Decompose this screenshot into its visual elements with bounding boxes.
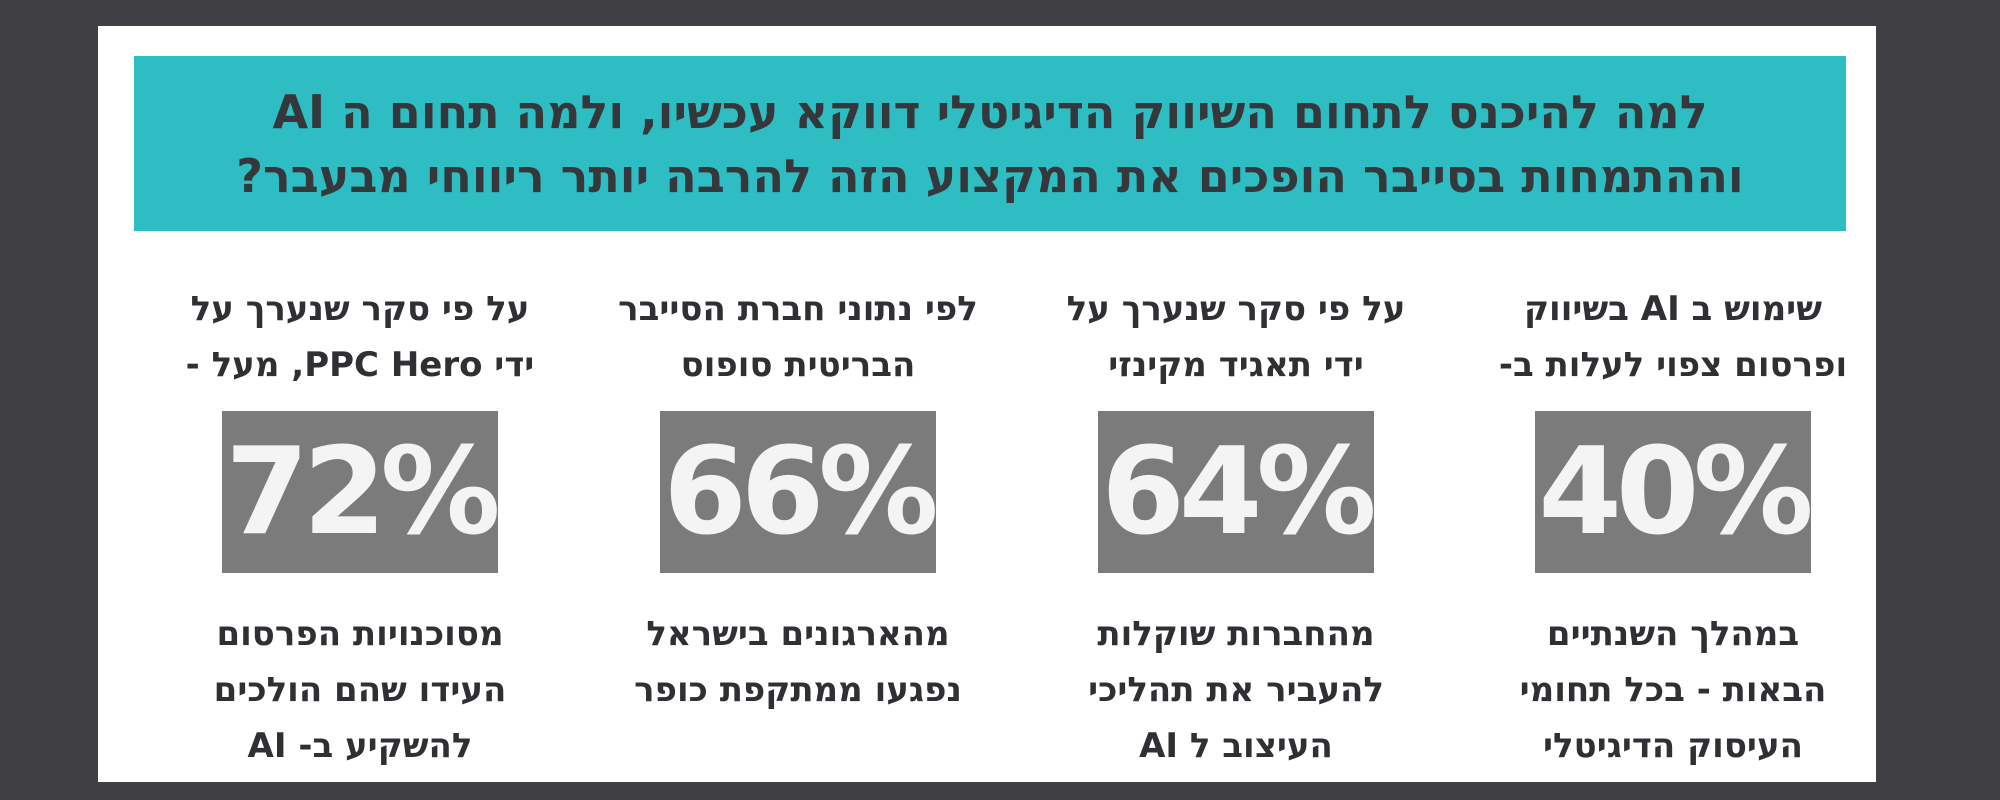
stat-column-40: שימוש ב AI בשיווק ופרסום צפוי לעלות ב- 4… [1473, 281, 1873, 781]
stat-intro: על פי סקר שנערך על ידי PPC Hero, מעל - [160, 281, 560, 393]
stat-description-line: העידו שהם הולכים [213, 670, 507, 710]
stat-description: במהלך השנתיים הבאות - בכל תחומי העיסוק ה… [1473, 606, 1873, 774]
stat-description-line: נפגעו ממתקפת כופר [634, 670, 962, 710]
stat-description: מהחברות שוקלות להעביר את תהליכי העיצוב ל… [1036, 606, 1436, 774]
stat-description-line: מסוכנויות הפרסום [216, 614, 504, 654]
stat-intro-line: ופרסום צפוי לעלות ב- [1498, 345, 1848, 385]
stat-description-line: הבאות - בכל תחומי [1519, 670, 1827, 710]
stat-description-line: מהחברות שוקלות [1097, 614, 1375, 654]
stat-value-box: 64% [1098, 411, 1377, 573]
stat-description: מהארגונים בישראל נפגעו ממתקפת כופר [598, 606, 998, 718]
stat-value-box: 72% [222, 411, 501, 573]
stat-intro-line: ידי PPC Hero, מעל - [185, 345, 535, 385]
stat-intro-line: על פי סקר שנערך על [190, 289, 530, 329]
stat-column-66: לפי נתוני חברת הסייבר הבריטית סופוס 66% … [598, 281, 998, 781]
headline-line-1: למה להיכנס לתחום השיווק הדיגיטלי דווקא ע… [272, 84, 1708, 139]
headline-banner: למה להיכנס לתחום השיווק הדיגיטלי דווקא ע… [134, 56, 1846, 231]
stat-description: מסוכנויות הפרסום העידו שהם הולכים להשקיע… [160, 606, 560, 774]
stat-intro: לפי נתוני חברת הסייבר הבריטית סופוס [598, 281, 998, 393]
stat-column-72: על פי סקר שנערך על ידי PPC Hero, מעל - 7… [160, 281, 560, 781]
stat-intro: על פי סקר שנערך על ידי תאגיד מקינזי [1036, 281, 1436, 393]
stat-description-line: העיסוק הדיגיטלי [1543, 726, 1803, 766]
stat-intro-line: לפי נתוני חברת הסייבר [618, 289, 978, 329]
stat-intro-line: שימוש ב AI בשיווק [1524, 289, 1822, 329]
stat-value-box: 66% [660, 411, 939, 573]
stat-intro-line: הבריטית סופוס [680, 345, 916, 385]
stat-intro: שימוש ב AI בשיווק ופרסום צפוי לעלות ב- [1473, 281, 1873, 393]
stat-description-line: במהלך השנתיים [1546, 614, 1800, 654]
stat-intro-line: ידי תאגיד מקינזי [1108, 345, 1364, 385]
stat-value: 64% [1101, 422, 1376, 562]
stat-value-box: 40% [1535, 411, 1814, 573]
stat-value: 72% [225, 422, 500, 562]
stat-intro-line: על פי סקר שנערך על [1066, 289, 1406, 329]
stat-value: 66% [663, 422, 938, 562]
stat-description-line: להשקיע ב- AI [247, 726, 473, 766]
stat-description-line: העיצוב ל AI [1139, 726, 1333, 766]
stat-value: 40% [1538, 422, 1813, 562]
infographic-card: למה להיכנס לתחום השיווק הדיגיטלי דווקא ע… [98, 26, 1876, 782]
stat-description-line: מהארגונים בישראל [646, 614, 950, 654]
stat-description-line: להעביר את תהליכי [1088, 670, 1384, 710]
stat-column-64: על פי סקר שנערך על ידי תאגיד מקינזי 64% … [1036, 281, 1436, 781]
headline-line-2: וההתמחות בסייבר הופכים את המקצוע הזה להר… [236, 148, 1744, 203]
